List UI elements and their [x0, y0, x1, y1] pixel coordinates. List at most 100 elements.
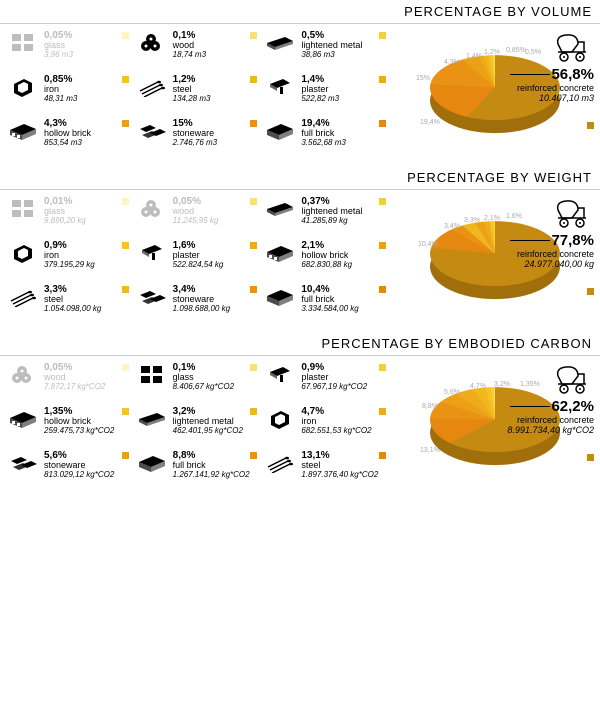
- legend-item: 0,05%wood11.245,95 kg: [137, 196, 262, 238]
- legend-item: 1,6%plaster522.824,54 kg: [137, 240, 262, 282]
- rods-icon: [8, 284, 38, 310]
- legend-item: 19,4%full brick3.562,68 m3: [265, 118, 390, 160]
- highlight-callout: 56,8%reinforced concrete10.407,10 m3: [517, 66, 594, 103]
- legend-value: 11.245,95 kg: [173, 217, 219, 226]
- trowel-icon: [265, 362, 295, 388]
- legend-value: 3.334.584,00 kg: [301, 305, 358, 314]
- color-swatch: [250, 408, 257, 415]
- legend-value: 522,82 m3: [301, 95, 339, 104]
- trowel-icon: [137, 240, 167, 266]
- slice-label: 0,5%: [525, 49, 541, 56]
- legend-item: 2,1%hollow brick682.830,88 kg: [265, 240, 390, 282]
- legend-value: 48,31 m3: [44, 95, 77, 104]
- slice-label: 3,3%: [464, 217, 480, 224]
- slab-icon: [265, 196, 295, 222]
- color-swatch: [379, 364, 386, 371]
- legend-value: 682.551,53 kg*CO2: [301, 427, 371, 436]
- legend-item: 0,37%lightened metal41.285,89 kg: [265, 196, 390, 238]
- color-swatch: [379, 408, 386, 415]
- brick-hollow-icon: [265, 240, 295, 266]
- color-swatch: [122, 452, 129, 459]
- legend-area: 0,01%glass9.890,20 kg0,05%wood11.245,95 …: [0, 196, 390, 332]
- tiles-icon: [137, 284, 167, 310]
- legend-item: 10,4%full brick3.334.584,00 kg: [265, 284, 390, 326]
- color-swatch: [379, 242, 386, 249]
- color-swatch: [122, 242, 129, 249]
- highlight-callout: 77,8%reinforced concrete24.977.040,00 kg: [517, 232, 594, 269]
- legend-item: 0,05%glass3,96 m3: [8, 30, 133, 72]
- color-swatch: [587, 454, 594, 461]
- legend-item: 4,3%hollow brick853,54 m3: [8, 118, 133, 160]
- highlight-value: 8.991.734,40 kg*CO2: [507, 425, 594, 435]
- slice-label: 0,85%: [506, 47, 526, 54]
- legend-value: 682.830,88 kg: [301, 261, 352, 270]
- logs-icon: [137, 30, 167, 56]
- legend-value: 3,96 m3: [44, 51, 73, 60]
- color-swatch: [379, 286, 386, 293]
- color-swatch: [122, 76, 129, 83]
- legend-value: 41.285,89 kg: [301, 217, 362, 226]
- grid4-icon: [137, 362, 167, 388]
- legend-item: 0,85%iron48,31 m3: [8, 74, 133, 116]
- slice-label: 13,1%: [420, 447, 440, 454]
- section: PERCENTAGE BY VOLUME0,05%glass3,96 m30,1…: [0, 0, 600, 166]
- brick-hollow-icon: [8, 118, 38, 144]
- highlight-name: reinforced concrete: [507, 415, 594, 425]
- slice-label: 1,35%: [520, 381, 540, 388]
- legend-value: 134,28 m3: [173, 95, 211, 104]
- color-swatch: [379, 452, 386, 459]
- pie-chart: 1,35%3,2%4,7%5,6%8,8%13,1%62,2%reinforce…: [390, 362, 600, 498]
- brick-solid-icon: [265, 284, 295, 310]
- pipe-square-icon: [8, 74, 38, 100]
- highlight-name: reinforced concrete: [517, 83, 594, 93]
- brick-hollow-icon: [8, 406, 38, 432]
- highlight-callout: 62,2%reinforced concrete8.991.734,40 kg*…: [507, 398, 594, 435]
- legend-item: 0,5%lightened metal38,86 m3: [265, 30, 390, 72]
- mixer-icon: [552, 30, 592, 69]
- highlight-name: reinforced concrete: [517, 249, 594, 259]
- legend-item: 3,3%steel1.054.098,00 kg: [8, 284, 133, 326]
- color-swatch: [122, 408, 129, 415]
- legend-item: 1,4%plaster522,82 m3: [265, 74, 390, 116]
- legend-item: 3,4%stoneware1.098.688,00 kg: [137, 284, 262, 326]
- slice-label: 1,2%: [484, 49, 500, 56]
- color-swatch: [250, 452, 257, 459]
- legend-area: 0,05%glass3,96 m30,1%wood18,74 m30,5%lig…: [0, 30, 390, 166]
- slice-label: 2,1%: [484, 215, 500, 222]
- color-swatch: [250, 242, 257, 249]
- legend-item: 13,1%steel1.897.376,40 kg*CO2: [265, 450, 390, 492]
- legend-value: 813.029,12 kg*CO2: [44, 471, 114, 480]
- color-swatch: [379, 76, 386, 83]
- slab-icon: [137, 406, 167, 432]
- slice-label: 3,2%: [494, 381, 510, 388]
- legend-value: 7.872,17 kg*CO2: [44, 383, 105, 392]
- legend-value: 18,74 m3: [173, 51, 206, 60]
- rods-icon: [265, 450, 295, 476]
- legend-item: 4,7%iron682.551,53 kg*CO2: [265, 406, 390, 448]
- legend-item: 15%stoneware2.746,76 m3: [137, 118, 262, 160]
- legend-value: 9.890,20 kg: [44, 217, 86, 226]
- logs-icon: [8, 362, 38, 388]
- legend-value: 1.897.376,40 kg*CO2: [301, 471, 378, 480]
- legend-area: 0,05%wood7.872,17 kg*CO20,1%glass8.406,6…: [0, 362, 390, 498]
- legend-item: 5,6%stoneware813.029,12 kg*CO2: [8, 450, 133, 492]
- trowel-icon: [265, 74, 295, 100]
- color-swatch: [250, 120, 257, 127]
- legend-item: 0,9%plaster67.967,19 kg*CO2: [265, 362, 390, 404]
- legend-item: 0,1%glass8.406,67 kg*CO2: [137, 362, 262, 404]
- color-swatch: [379, 32, 386, 39]
- color-swatch: [122, 32, 129, 39]
- slice-label: 1,4%: [466, 53, 482, 60]
- slice-label: 10,4%: [418, 241, 438, 248]
- legend-item: 8,8%full brick1.267.141,92 kg*CO2: [137, 450, 262, 492]
- legend-value: 38,86 m3: [301, 51, 362, 60]
- section-title: PERCENTAGE BY EMBODIED CARBON: [0, 332, 600, 356]
- slice-label: 5,6%: [444, 389, 460, 396]
- color-swatch: [122, 198, 129, 205]
- grid4-icon: [8, 196, 38, 222]
- legend-value: 1.267.141,92 kg*CO2: [173, 471, 250, 480]
- color-swatch: [250, 198, 257, 205]
- legend-value: 522.824,54 kg: [173, 261, 224, 270]
- legend-value: 3.562,68 m3: [301, 139, 345, 148]
- color-swatch: [250, 364, 257, 371]
